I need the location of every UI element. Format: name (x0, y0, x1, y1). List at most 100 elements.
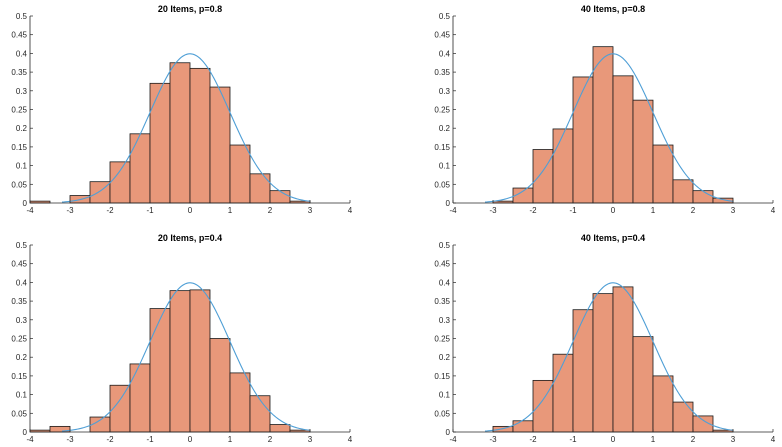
y-tick-label: 0.4 (439, 278, 451, 287)
y-tick-label: 0.25 (11, 335, 27, 344)
histogram-bar (169, 290, 191, 433)
x-tick-label: -4 (449, 435, 457, 444)
histogram-bar (652, 144, 674, 204)
histogram-bar (572, 309, 594, 433)
normal-curve-line (61, 282, 311, 432)
y-tick-label: 0.25 (434, 106, 450, 115)
x-tick-label: 1 (228, 435, 233, 444)
x-tick-label: 3 (308, 206, 313, 215)
x-tick-label: 1 (651, 435, 656, 444)
histogram-bar (552, 353, 574, 433)
histogram-bar (612, 286, 634, 433)
chart-panel-4: 40 Items, p=0.4 -4 -3 -2 -1 0 1 2 3 4 0 0.05 0.1 0.15… (434, 233, 775, 444)
y-tick-label: 0.4 (439, 49, 451, 58)
y-tick-label: 0.5 (439, 241, 451, 250)
x-tick-label: -3 (489, 206, 497, 215)
x-tick-label: -3 (66, 435, 74, 444)
x-tick-label: 4 (348, 206, 353, 215)
x-tick-label: 2 (268, 435, 273, 444)
y-tick-label: 0.15 (11, 143, 27, 152)
histogram-bar (229, 372, 251, 433)
histogram-bar (229, 144, 251, 204)
normal-curve-line (484, 53, 734, 203)
histogram-bar (592, 293, 614, 433)
histogram-bar (612, 75, 634, 204)
histogram-bar (209, 338, 231, 433)
y-tick-label: 0.2 (439, 353, 451, 362)
histogram-bar (572, 76, 594, 204)
x-tick-label: -2 (106, 206, 114, 215)
y-tick-label: 0.35 (11, 297, 27, 306)
x-tick-label: -4 (26, 206, 34, 215)
x-tick-label: -2 (106, 435, 114, 444)
x-tick-label: -2 (529, 435, 537, 444)
histogram-bar (249, 395, 271, 433)
x-tick-label: 2 (268, 206, 273, 215)
x-tick-label: 4 (771, 435, 776, 444)
histogram-bar (632, 99, 654, 204)
y-tick-label: 0.3 (16, 316, 28, 325)
chart-panel-2: 40 Items, p=0.8 -4 -3 -2 -1 0 1 2 3 4 0 0.05 0.1 0.15… (434, 4, 775, 215)
histogram-bar (149, 82, 171, 204)
x-tick-label: -1 (569, 435, 577, 444)
y-tick-label: 0.5 (439, 12, 451, 21)
y-tick-label: 0.15 (11, 372, 27, 381)
x-tick-label: 0 (188, 206, 193, 215)
histogram-bar (592, 46, 614, 204)
x-tick-label: 2 (691, 435, 696, 444)
y-tick-label: 0.5 (16, 241, 28, 250)
x-tick-label: -3 (66, 206, 74, 215)
y-tick-label: 0.05 (434, 180, 450, 189)
y-tick-label: 0.5 (16, 12, 28, 21)
chart-panel-1: 20 Items, p=0.8 -4 -3 -2 -1 0 1 2 3 4 0 0.05 0.1 0.15… (11, 4, 352, 215)
histogram-bar (269, 190, 291, 204)
x-tick-label: -2 (529, 206, 537, 215)
x-tick-label: 3 (731, 206, 736, 215)
histogram-bar (512, 420, 534, 433)
y-tick-label: 0.25 (434, 335, 450, 344)
y-tick-label: 0.35 (434, 297, 450, 306)
histogram-bar (552, 128, 574, 204)
y-tick-label: 0.3 (439, 316, 451, 325)
histogram-bar (249, 173, 271, 204)
y-tick-label: 0.15 (434, 372, 450, 381)
histogram-bar (672, 401, 694, 433)
y-tick-label: 0.45 (11, 260, 27, 269)
histogram-bar (109, 161, 131, 204)
y-tick-label: 0.05 (11, 409, 27, 418)
histogram-bar (672, 179, 694, 204)
histogram-bar (169, 62, 191, 204)
y-tick-label: 0.2 (16, 124, 28, 133)
y-tick-label: 0.4 (16, 49, 28, 58)
y-tick-label: 0.3 (16, 87, 28, 96)
y-tick-label: 0.3 (439, 87, 451, 96)
chart-title: 40 Items, p=0.4 (581, 233, 645, 243)
x-tick-label: -1 (146, 206, 154, 215)
histogram-bar (189, 289, 211, 433)
y-tick-label: 0.2 (439, 124, 451, 133)
y-tick-label: 0.05 (11, 180, 27, 189)
y-tick-label: 0 (446, 428, 451, 437)
chart-panel-3: 20 Items, p=0.4 -4 -3 -2 -1 0 1 2 3 4 0 0.05 0.1 0.15… (11, 233, 352, 444)
y-tick-label: 0.45 (434, 31, 450, 40)
histogram-bar (129, 363, 151, 433)
y-tick-label: 0.05 (434, 409, 450, 418)
normal-curve-line (484, 282, 734, 432)
y-tick-label: 0.45 (11, 31, 27, 40)
histogram-bar (149, 308, 171, 433)
y-tick-label: 0.25 (11, 106, 27, 115)
histogram-bar (532, 149, 554, 204)
y-tick-label: 0.1 (439, 391, 451, 400)
x-tick-label: 3 (731, 435, 736, 444)
histogram-bar (692, 190, 714, 204)
x-tick-label: 1 (651, 206, 656, 215)
x-tick-label: -3 (489, 435, 497, 444)
x-tick-label: -1 (569, 206, 577, 215)
histogram-bar (632, 336, 654, 433)
y-tick-label: 0.35 (11, 68, 27, 77)
x-tick-label: 4 (348, 435, 353, 444)
histogram-bar (189, 67, 211, 204)
x-tick-label: 2 (691, 206, 696, 215)
x-tick-label: 4 (771, 206, 776, 215)
